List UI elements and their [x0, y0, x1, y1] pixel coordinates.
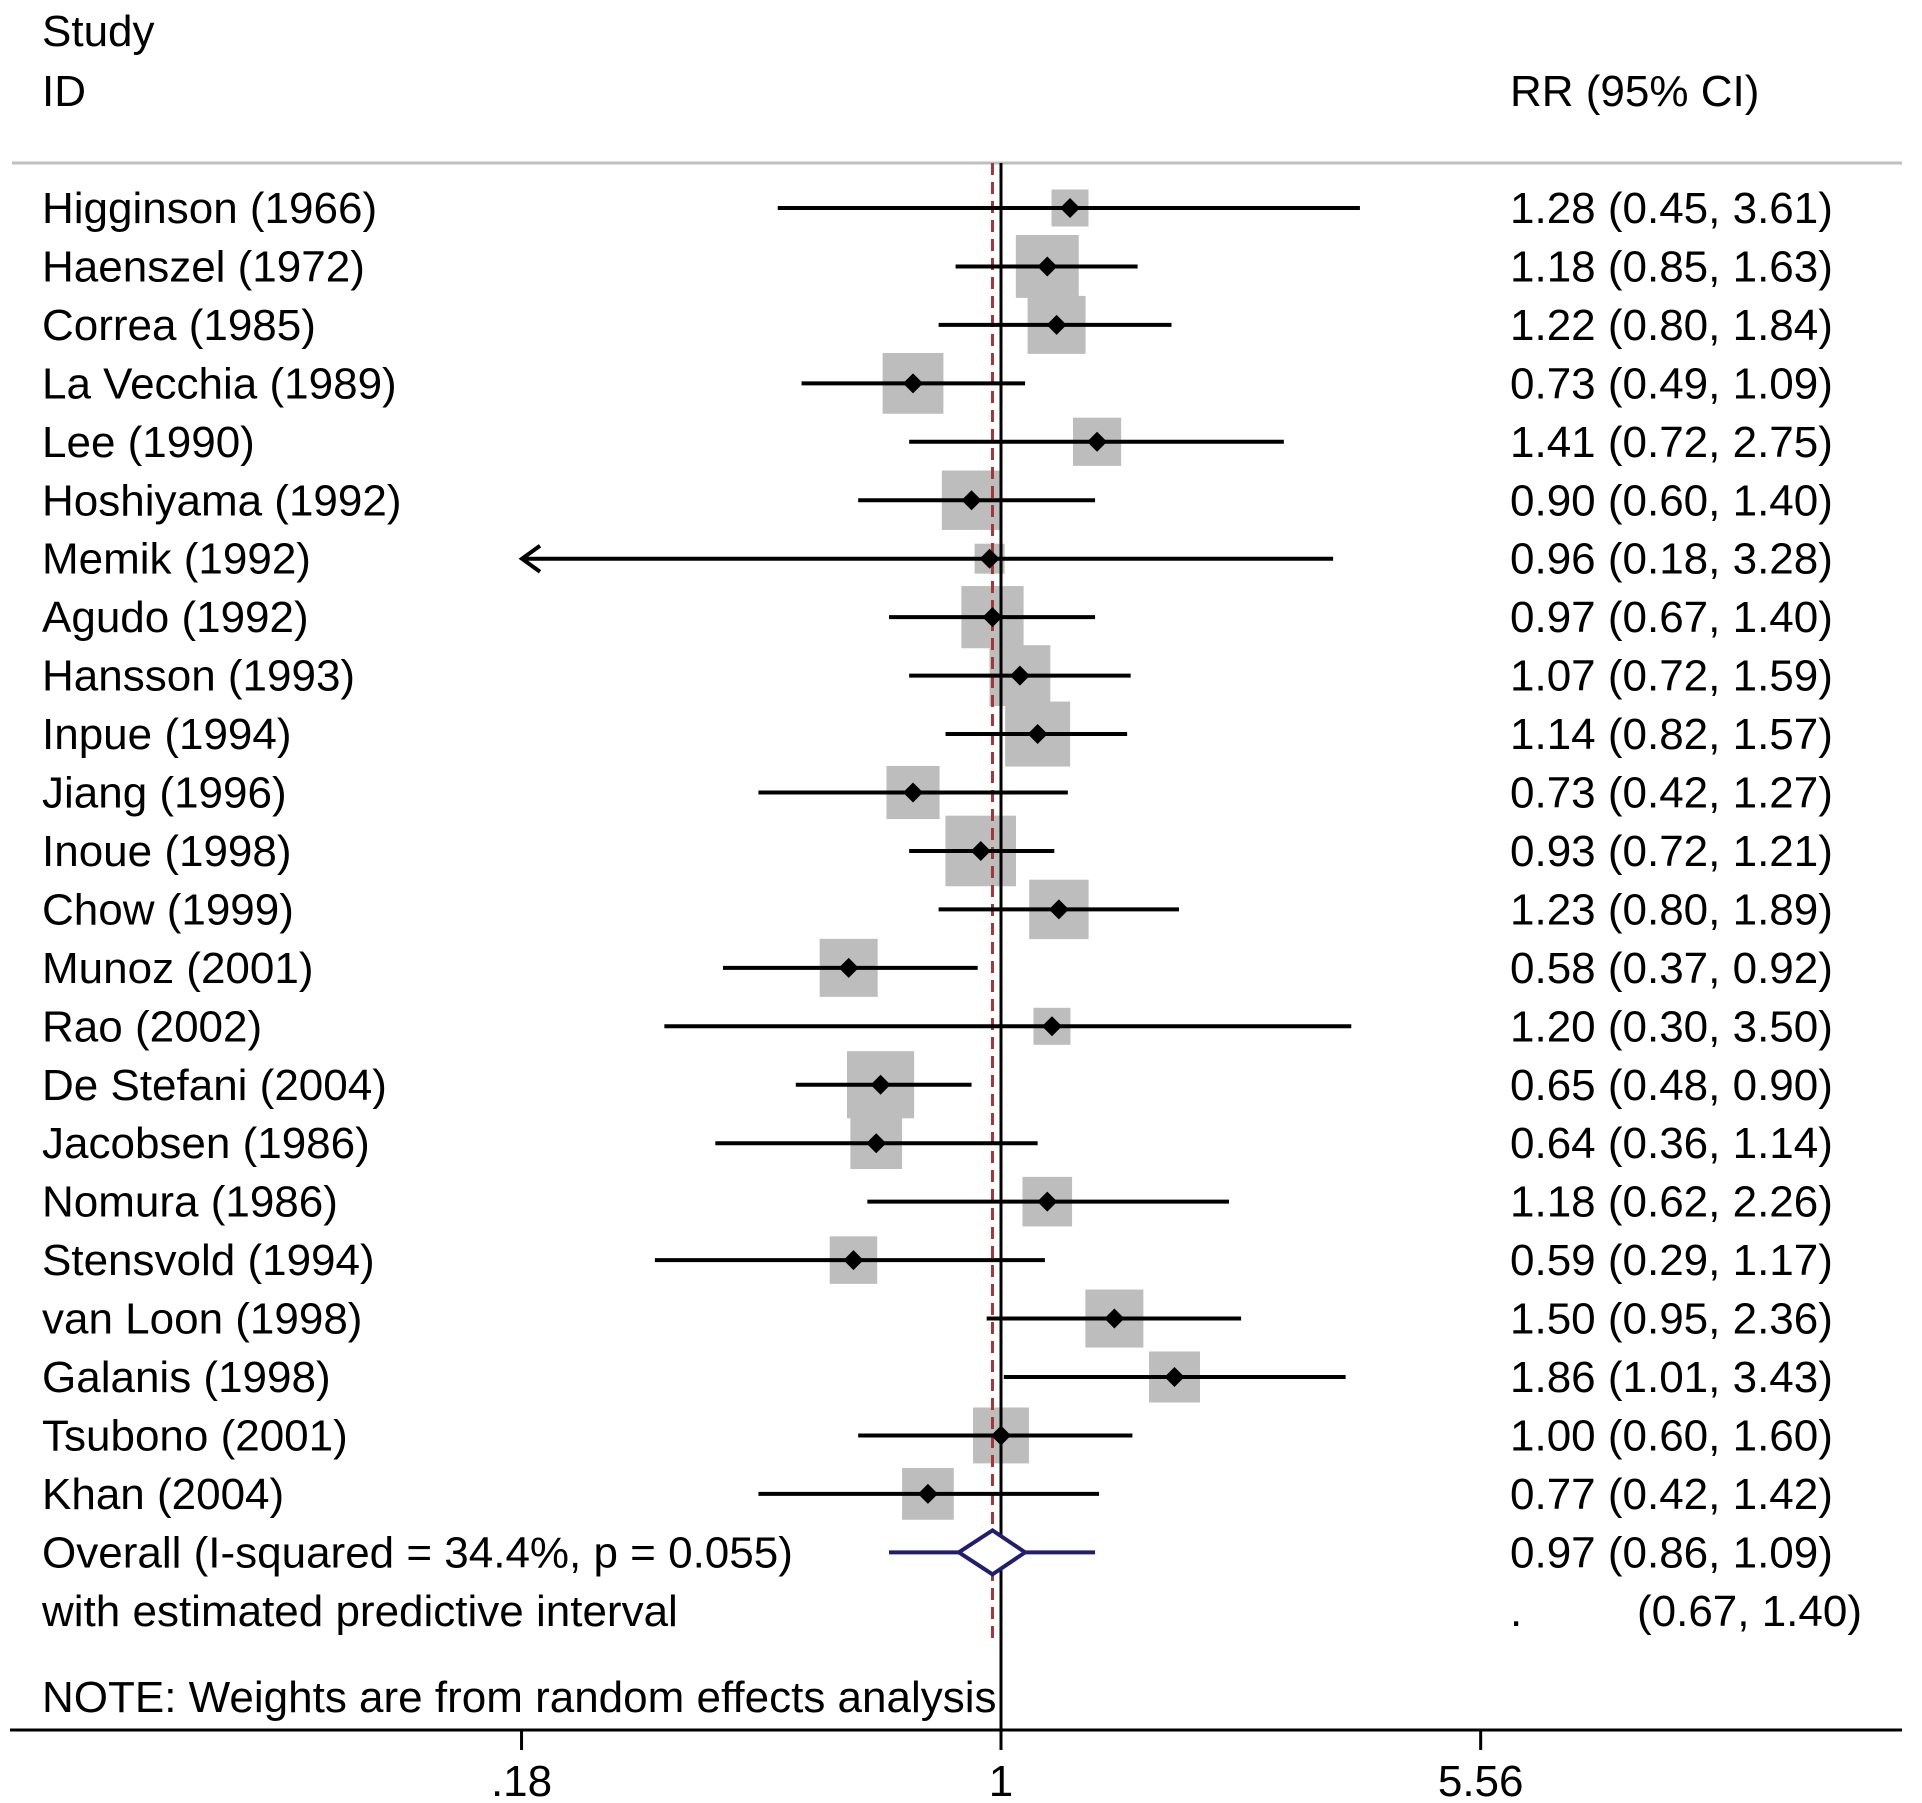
study-label: Chow (1999)	[42, 885, 294, 934]
point-estimate	[866, 1133, 887, 1154]
study-effect-text: 1.18 (0.85, 1.63)	[1510, 242, 1833, 291]
study-label: Khan (2004)	[42, 1470, 284, 1519]
point-estimate	[1037, 1191, 1058, 1212]
point-estimate	[1046, 314, 1067, 335]
study-label: Tsubono (2001)	[42, 1411, 348, 1460]
study-label: Correa (1985)	[42, 301, 316, 350]
study-label: De Stefani (2004)	[42, 1061, 387, 1110]
point-estimate	[903, 782, 924, 803]
study-label: Inoue (1998)	[42, 827, 292, 876]
weights-note: NOTE: Weights are from random effects an…	[42, 1673, 997, 1722]
study-label: Jacobsen (1986)	[42, 1119, 370, 1168]
study-effect-text: 1.50 (0.95, 2.36)	[1510, 1295, 1833, 1344]
study-label: Lee (1990)	[42, 418, 255, 467]
point-estimate	[870, 1074, 891, 1095]
study-label: Jiang (1996)	[42, 769, 287, 818]
id-header-label: ID	[42, 67, 86, 116]
overall-label: Overall (I-squared = 34.4%, p = 0.055)	[42, 1528, 793, 1577]
study-label: Nomura (1986)	[42, 1178, 338, 1227]
study-effect-text: 0.90 (0.60, 1.40)	[1510, 476, 1833, 525]
point-estimate	[979, 548, 1000, 569]
study-label: Munoz (2001)	[42, 944, 313, 993]
study-effect-text: 1.23 (0.80, 1.89)	[1510, 885, 1833, 934]
study-effect-text: 0.58 (0.37, 0.92)	[1510, 944, 1833, 993]
point-estimate	[917, 1483, 938, 1504]
study-effect-text: 0.96 (0.18, 3.28)	[1510, 535, 1833, 584]
predictive-label: with estimated predictive interval	[41, 1587, 678, 1636]
study-effect-text: 0.59 (0.29, 1.17)	[1510, 1236, 1833, 1285]
point-estimate	[903, 373, 924, 394]
study-effect-text: 1.20 (0.30, 3.50)	[1510, 1002, 1833, 1051]
overall-effect-text: 0.97 (0.86, 1.09)	[1510, 1528, 1833, 1577]
point-estimate	[1027, 724, 1048, 745]
ci-arrow	[518, 544, 542, 574]
study-label: Memik (1992)	[42, 535, 311, 584]
study-effect-text: 1.07 (0.72, 1.59)	[1510, 652, 1833, 701]
study-label: Rao (2002)	[42, 1002, 262, 1051]
point-estimate	[843, 1250, 864, 1271]
point-estimate	[991, 1425, 1011, 1446]
point-estimate	[1060, 198, 1081, 218]
point-estimate	[982, 607, 1003, 628]
x-tick-label: .18	[491, 1757, 552, 1803]
study-effect-text: 1.18 (0.62, 2.26)	[1510, 1178, 1833, 1227]
point-estimate	[1104, 1308, 1125, 1329]
study-effect-text: 0.97 (0.67, 1.40)	[1510, 593, 1833, 642]
study-effect-text: 0.73 (0.42, 1.27)	[1510, 769, 1833, 818]
x-tick-label: 1	[989, 1757, 1013, 1803]
study-labels: Higginson (1966) 1.28 (0.45, 3.61) Haensze…	[42, 184, 1833, 1519]
study-effect-text: 1.14 (0.82, 1.57)	[1510, 710, 1833, 759]
study-marks	[518, 198, 1360, 1504]
study-label: Hoshiyama (1992)	[42, 476, 402, 525]
predictive-point-text: .	[1510, 1587, 1522, 1636]
point-estimate	[961, 490, 982, 511]
point-estimate	[1041, 1016, 1062, 1037]
study-effect-text: 0.93 (0.72, 1.21)	[1510, 827, 1833, 876]
point-estimate	[838, 957, 859, 978]
study-effect-text: 1.22 (0.80, 1.84)	[1510, 301, 1833, 350]
point-estimate	[1009, 665, 1030, 686]
point-estimate	[1037, 256, 1058, 277]
predictive-interval-text: (0.67, 1.40)	[1637, 1587, 1862, 1636]
study-header-label: Study	[42, 7, 155, 56]
point-estimate	[970, 840, 991, 861]
study-label: Higginson (1966)	[42, 184, 377, 233]
study-label: Inpue (1994)	[42, 710, 292, 759]
study-effect-text: 0.64 (0.36, 1.14)	[1510, 1119, 1833, 1168]
point-estimate	[1087, 431, 1108, 452]
study-effect-text: 1.41 (0.72, 2.75)	[1510, 418, 1833, 467]
overall-estimate: Overall (I-squared = 34.4%, p = 0.055) 0.…	[41, 1527, 1862, 1636]
reference-lines	[990, 163, 1003, 1730]
study-label: Hansson (1993)	[42, 652, 355, 701]
point-estimate	[1164, 1367, 1185, 1387]
study-effect-text: 0.73 (0.49, 1.09)	[1510, 359, 1833, 408]
study-label: Galanis (1998)	[42, 1353, 331, 1402]
study-effect-text: 0.77 (0.42, 1.42)	[1510, 1470, 1833, 1519]
study-label: Stensvold (1994)	[42, 1236, 375, 1285]
study-label: La Vecchia (1989)	[42, 359, 397, 408]
study-effect-text: 0.65 (0.48, 0.90)	[1510, 1061, 1833, 1110]
study-label: Agudo (1992)	[42, 593, 309, 642]
x-tick-label: 5.56	[1438, 1757, 1524, 1803]
study-effect-text: 1.00 (0.60, 1.60)	[1510, 1411, 1833, 1460]
point-estimate	[1048, 899, 1069, 920]
x-axis-ticks: .18 1 5.56	[491, 1730, 1524, 1803]
study-label: van Loon (1998)	[42, 1295, 362, 1344]
overall-diamond	[955, 1527, 1029, 1577]
study-effect-text: 1.86 (1.01, 3.43)	[1510, 1353, 1833, 1402]
effect-header-label: RR (95% CI)	[1510, 67, 1759, 116]
study-label: Haenszel (1972)	[42, 242, 365, 291]
study-effect-text: 1.28 (0.45, 3.61)	[1510, 184, 1833, 233]
